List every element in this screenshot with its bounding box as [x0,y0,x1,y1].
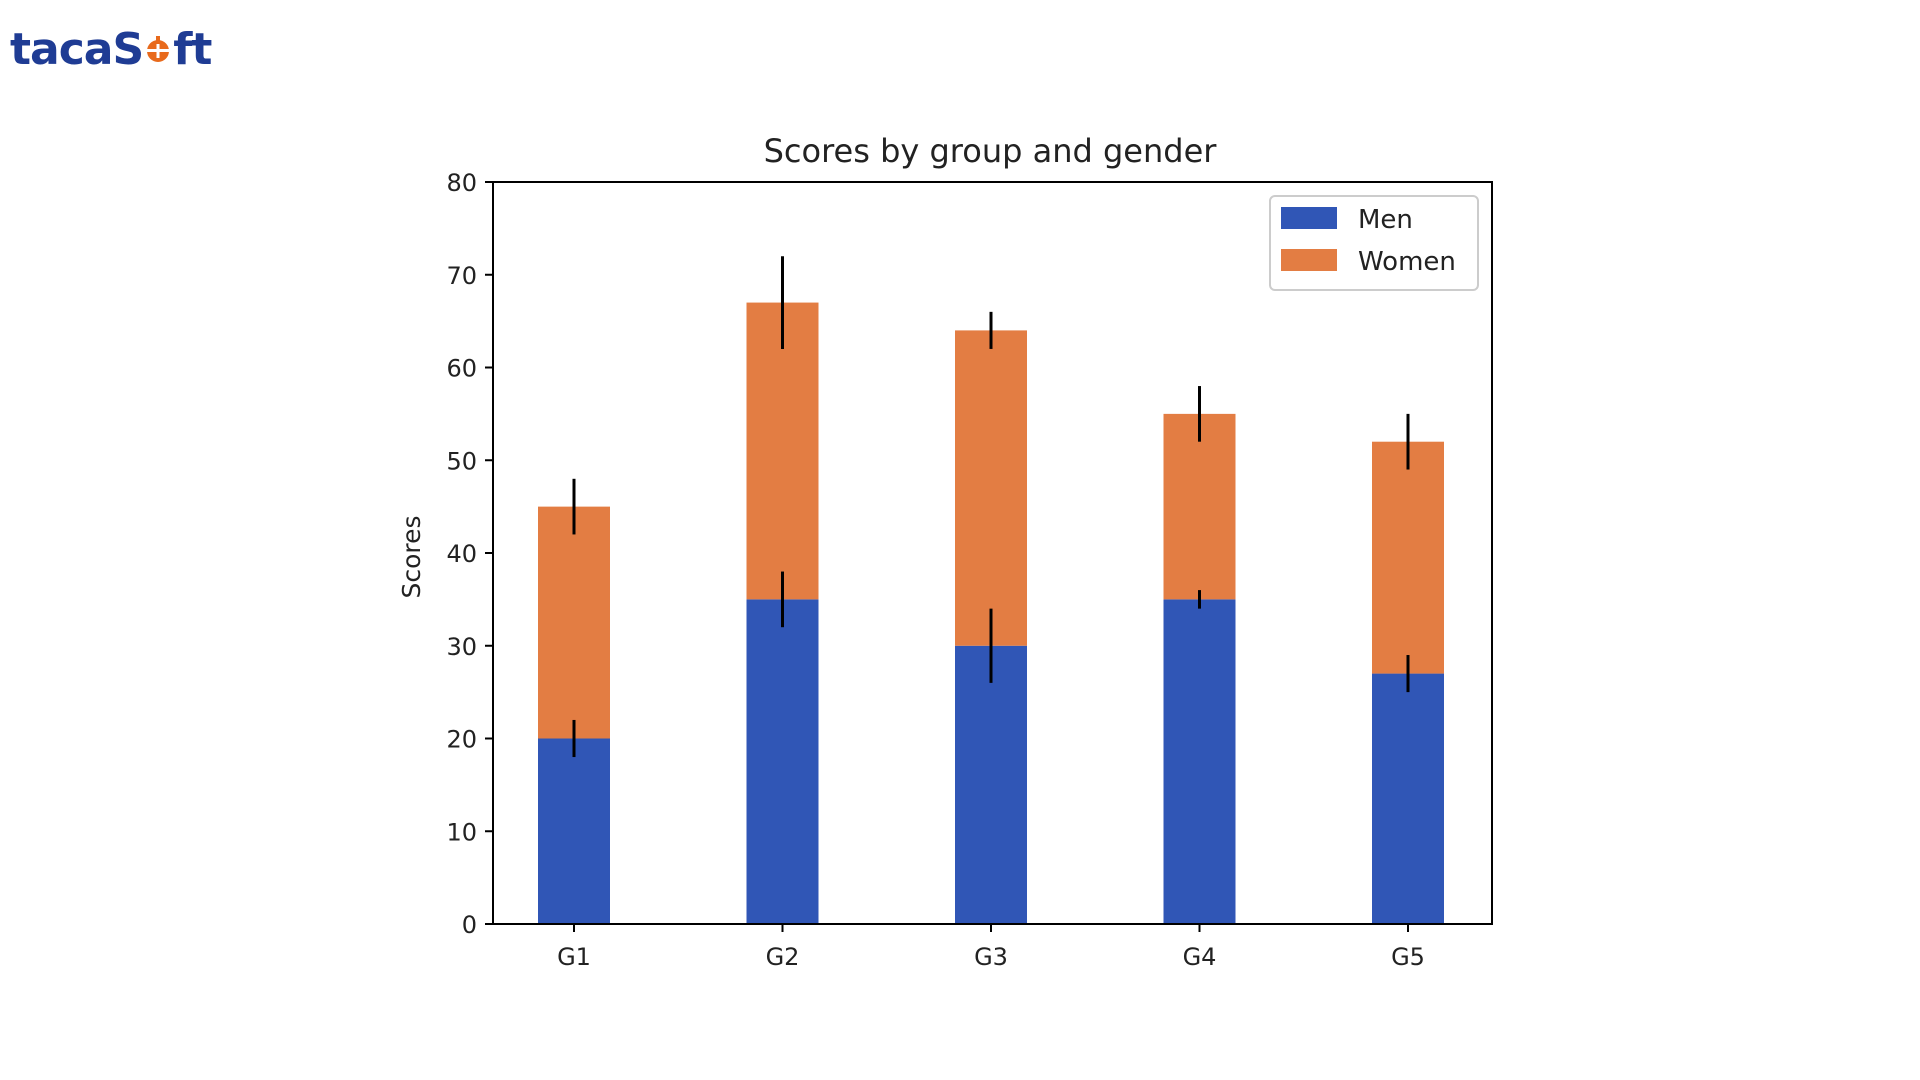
y-axis-label: Scores [397,515,426,598]
legend-swatch-women [1281,249,1337,271]
y-tick-label: 60 [446,355,477,383]
bar-men-g2 [746,599,819,924]
chart-legend: Men Women [1269,195,1479,291]
bar-women-g4 [1163,413,1236,600]
bar-women-g3 [955,330,1027,646]
y-tick-label: 80 [446,169,477,197]
y-tick-label: 50 [446,447,477,475]
x-axis: G1 G2 G3 G4 G5 [557,924,1425,971]
chart-title: Scores by group and gender [764,132,1218,170]
tacasoft-logo: taca S ft [10,22,212,78]
bar-men-g3 [955,645,1027,924]
y-tick-label: 30 [446,633,477,661]
logo-text-prefix: taca [10,24,113,75]
y-tick-label: 40 [446,540,477,568]
y-tick-label: 20 [446,726,477,754]
bar-women-g1 [538,506,610,739]
bar-men-g4 [1163,599,1236,924]
x-tick-label-g2: G2 [766,943,800,971]
y-tick-label: 10 [446,818,477,846]
y-tick-label: 0 [462,911,477,939]
y-tick-label: 70 [446,262,477,290]
y-axis: 0 10 20 30 40 50 60 70 80 [446,169,493,939]
logo-gear-icon [146,36,171,62]
legend-swatch-men [1281,207,1337,229]
x-tick-label-g3: G3 [974,943,1008,971]
logo-letter-s: S [112,24,145,75]
bar-men-g1 [538,738,610,924]
bar-women-g2 [746,302,819,600]
bar-women-g5 [1372,441,1444,674]
x-tick-label-g1: G1 [557,943,591,971]
logo-text-suffix: ft [173,24,212,75]
bar-men-g5 [1372,673,1444,924]
x-tick-label-g5: G5 [1391,943,1425,971]
legend-label-men: Men [1358,205,1413,235]
bars-layer [538,302,1444,924]
legend-label-women: Women [1358,247,1456,277]
x-tick-label-g4: G4 [1183,943,1217,971]
error-bars-layer [572,256,1410,758]
